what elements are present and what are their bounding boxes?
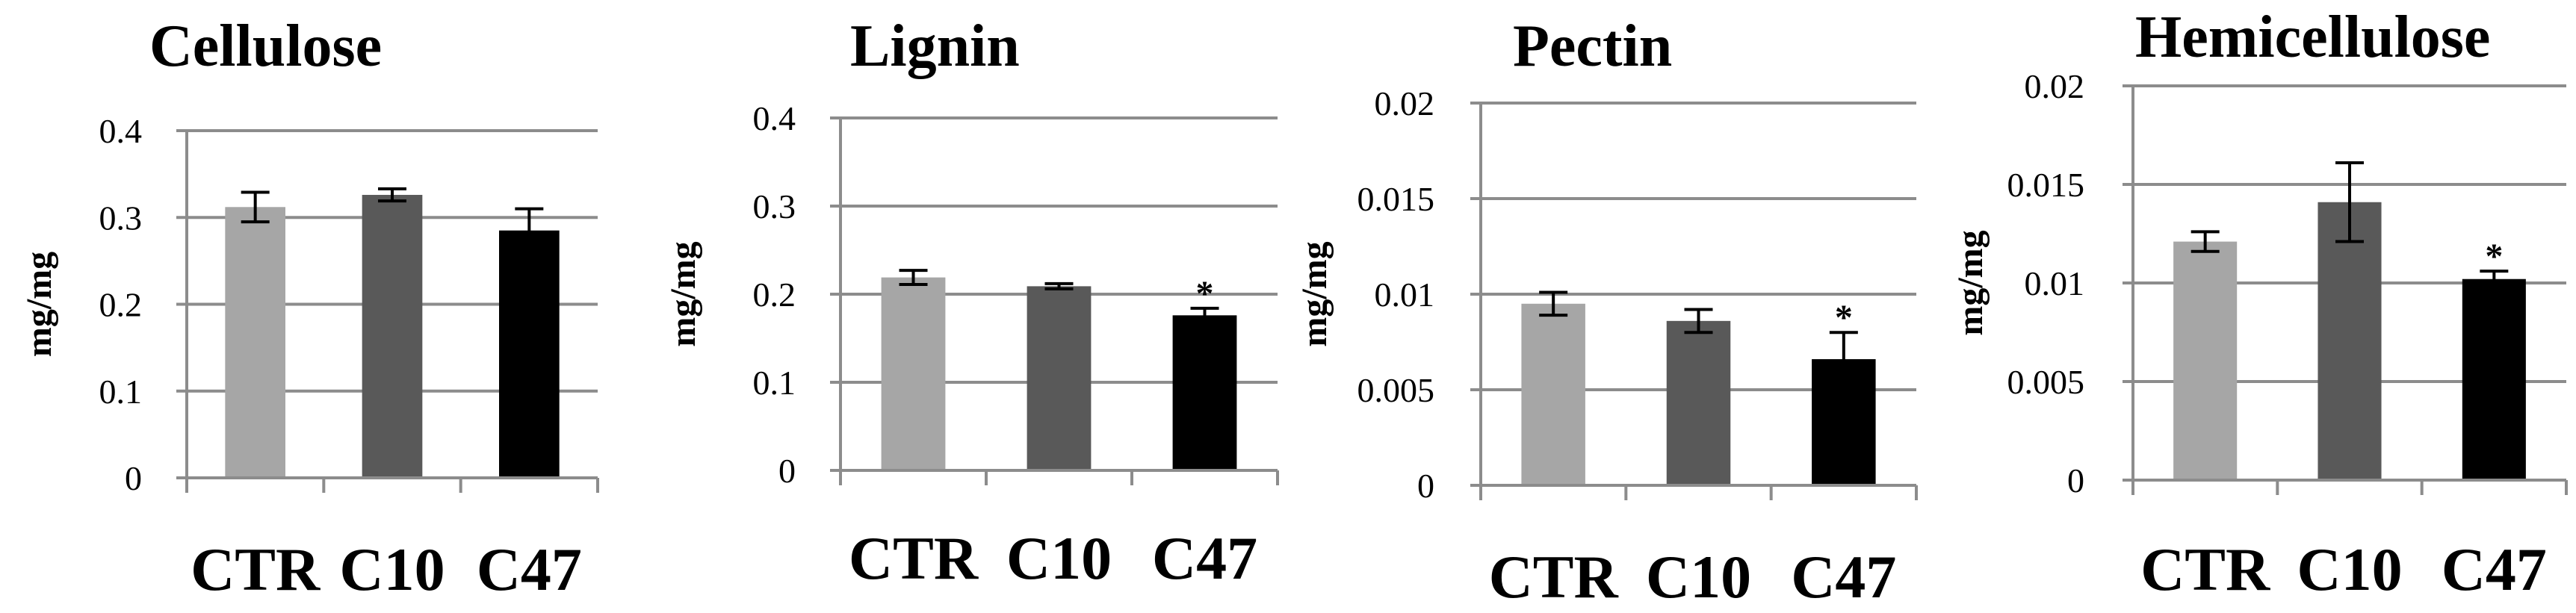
y-tick-label: 0 xyxy=(2067,461,2084,500)
chart-title: Lignin xyxy=(850,13,1020,79)
hemicellulose-chart: Hemicellulose 0 0.005 0.01 0.015 0.02 mg/mg CT… xyxy=(1951,4,2568,603)
y-axis-label: mg/mg xyxy=(1295,241,1334,346)
x-tick-label: CTR xyxy=(849,524,979,592)
bar-c47 xyxy=(1172,315,1237,470)
bar-ctr xyxy=(225,207,285,478)
bar-c10 xyxy=(1666,320,1731,485)
bar-c47 xyxy=(2462,279,2526,480)
x-tick-label: C47 xyxy=(1152,524,1257,592)
x-tick-label: C10 xyxy=(1006,524,1112,592)
y-tick-label: 0.2 xyxy=(99,286,143,324)
y-tick-label: 0.3 xyxy=(753,187,796,225)
cellulose-chart: Cellulose 0 0.1 0.2 0.3 0.4 mg/mg CTR C10 C47 xyxy=(19,13,599,603)
y-tick-label: 0.1 xyxy=(99,373,143,411)
x-tick-label: C47 xyxy=(477,535,582,603)
y-axis-label: mg/mg xyxy=(663,241,703,346)
y-axis-label: mg/mg xyxy=(19,252,59,357)
y-tick-label: 0.2 xyxy=(753,276,796,314)
y-tick-label: 0.3 xyxy=(99,199,143,237)
x-tick-label: CTR xyxy=(1489,543,1619,611)
y-tick-label: 0 xyxy=(125,459,142,497)
x-tick-label: C47 xyxy=(2442,535,2547,603)
chart-title: Cellulose xyxy=(149,13,382,79)
bar-ctr xyxy=(1521,303,1585,485)
y-axis-label: mg/mg xyxy=(1951,230,1990,335)
x-tick-label: C10 xyxy=(1646,543,1751,611)
x-tick-label: CTR xyxy=(2140,535,2270,603)
y-tick-label: 0.015 xyxy=(2007,166,2085,204)
y-tick-label: 0.01 xyxy=(1375,276,1435,314)
y-tick-label: 0.005 xyxy=(1357,371,1435,409)
significance-marker: * xyxy=(1196,274,1214,314)
y-tick-label: 0.02 xyxy=(2025,67,2085,105)
y-tick-label: 0.01 xyxy=(2025,264,2085,302)
bar-c47 xyxy=(499,230,560,478)
y-tick-label: 0.015 xyxy=(1357,180,1435,218)
x-tick-label: C47 xyxy=(1791,543,1896,611)
y-tick-label: 0.02 xyxy=(1375,84,1435,122)
chart-title: Pectin xyxy=(1513,13,1672,79)
x-tick-label: C10 xyxy=(339,535,445,603)
significance-marker: * xyxy=(2485,237,2503,276)
lignin-chart: Lignin 0 0.1 0.2 0.3 0.4 mg/mg CTR C10 * C47 xyxy=(663,13,1279,592)
y-tick-label: 0 xyxy=(1417,467,1434,505)
significance-marker: * xyxy=(1835,298,1853,337)
x-tick-label: C10 xyxy=(2297,535,2402,603)
y-tick-label: 0.005 xyxy=(2007,363,2085,401)
y-tick-label: 0 xyxy=(778,452,796,490)
bar-c10 xyxy=(2318,202,2382,480)
pectin-chart: Pectin 0 0.005 0.01 0.015 0.02 mg/mg CTR C10 * C4… xyxy=(1295,13,1918,611)
bar-c10 xyxy=(1027,286,1092,470)
y-tick-label: 0.4 xyxy=(753,99,796,137)
bar-ctr xyxy=(881,277,946,470)
bar-ctr xyxy=(2173,241,2238,480)
x-tick-label: CTR xyxy=(191,535,321,603)
y-tick-label: 0.4 xyxy=(99,112,143,150)
chart-title: Hemicellulose xyxy=(2135,4,2490,70)
y-tick-label: 0.1 xyxy=(753,364,796,402)
bar-c10 xyxy=(362,195,423,478)
